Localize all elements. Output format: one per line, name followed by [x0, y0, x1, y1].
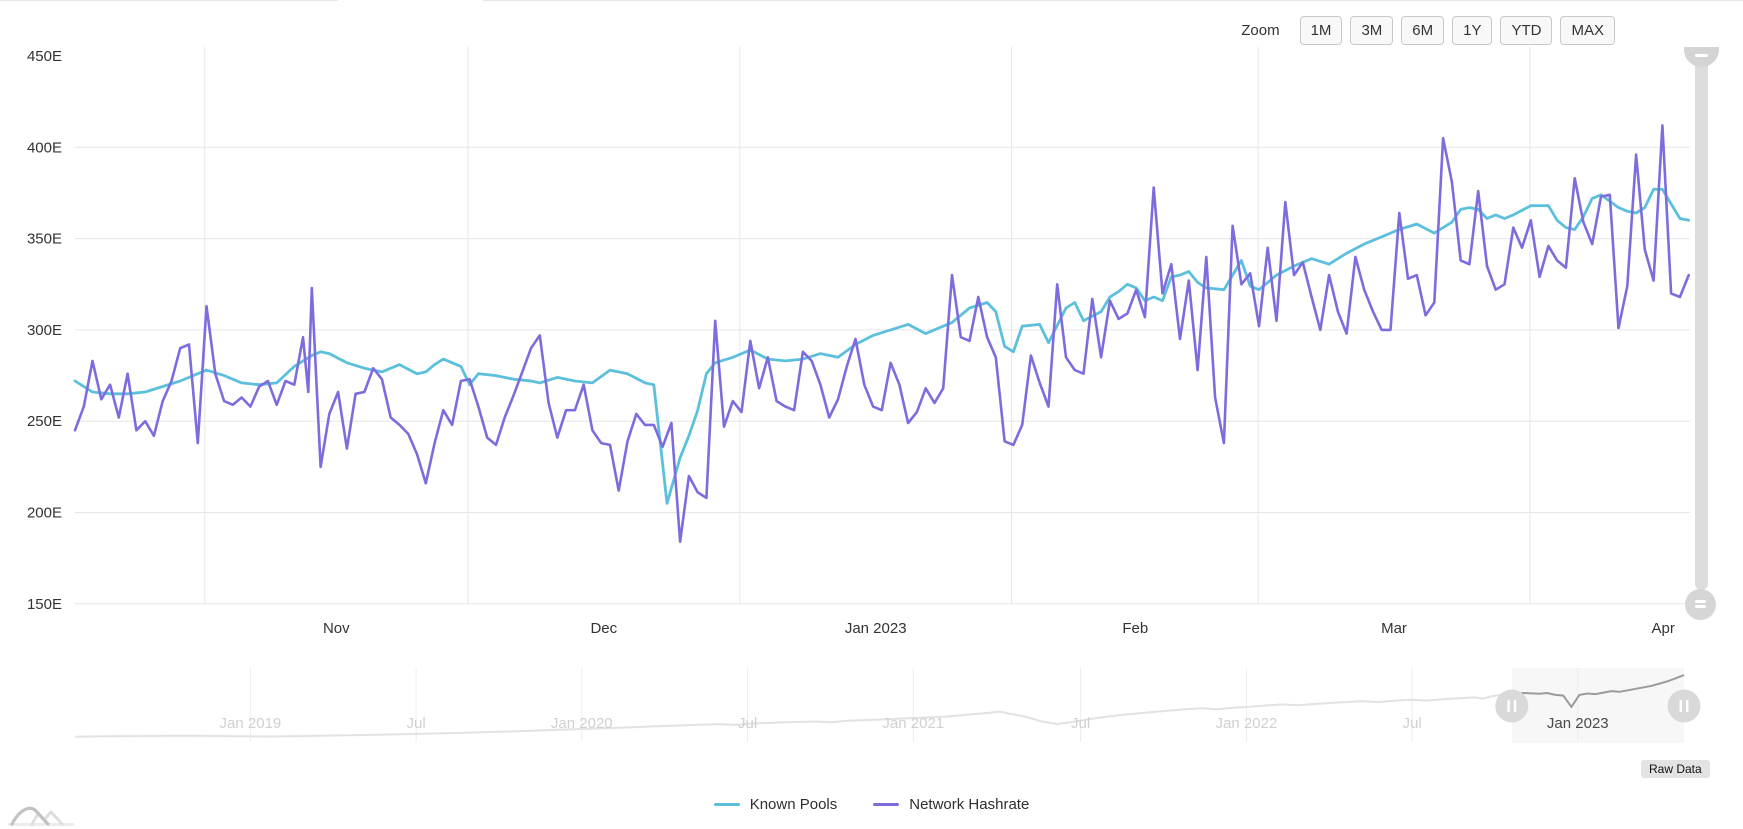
navigator-label: Jan 2023 [1547, 715, 1609, 732]
navigator-label: Jul [738, 715, 757, 732]
zoom-button-6m[interactable]: 6M [1401, 16, 1445, 45]
legend-item-network-hashrate[interactable]: Network Hashrate [873, 796, 1029, 813]
navigator-handle-circle [1667, 689, 1701, 723]
y-scrollbar-cap-grip [1695, 54, 1708, 57]
x-axis-label: Jan 2023 [845, 620, 907, 637]
navigator-handle-left[interactable] [1495, 689, 1529, 723]
y-scrollbar-handle[interactable] [1685, 589, 1716, 620]
navigator-handle-right[interactable] [1667, 689, 1701, 723]
zoom-button-1y[interactable]: 1Y [1452, 16, 1493, 45]
x-axis-label: Feb [1122, 620, 1148, 637]
y-axis-label: 450E [27, 48, 62, 65]
zoom-label: Zoom [1241, 22, 1280, 39]
x-axis-label: Mar [1381, 620, 1407, 637]
logo-baseline [8, 823, 74, 826]
top-border-left [0, 0, 338, 1]
navigator-handle-circle [1495, 689, 1529, 723]
navigator-label: Jan 2022 [1216, 715, 1278, 732]
navigator-series-inside [1511, 674, 1685, 709]
y-scrollbar-track[interactable] [1695, 58, 1708, 590]
legend-label: Network Hashrate [909, 796, 1030, 813]
zoom-buttons: 1M 3M 6M 1Y YTD MAX [1292, 16, 1615, 45]
zoom-button-1m[interactable]: 1M [1299, 16, 1343, 45]
y-scrollbar-top-cap[interactable] [1684, 47, 1719, 67]
raw-data-button[interactable]: Raw Data [1641, 760, 1710, 778]
series-network-hashrate[interactable] [73, 124, 1690, 544]
y-axis-label: 400E [27, 139, 62, 156]
handle-grip-line [1686, 700, 1689, 712]
legend-label: Known Pools [749, 796, 838, 813]
y-scrollbar-grip-line [1695, 600, 1706, 603]
legend-swatch-network-hashrate [873, 803, 900, 806]
series-known-pools[interactable] [73, 187, 1691, 505]
zoom-button-ytd[interactable]: YTD [1500, 16, 1553, 45]
x-axis-label: Dec [590, 620, 617, 637]
y-axis-label: 150E [27, 596, 62, 613]
handle-grip-line [1507, 700, 1510, 712]
navigator-selected-range[interactable] [1511, 668, 1684, 743]
navigator-label: Jan 2019 [220, 715, 282, 732]
navigator-label: Jan 2020 [551, 715, 613, 732]
chart-legend: Known Pools Network Hashrate [0, 796, 1743, 813]
top-border-right [483, 0, 1743, 1]
y-axis-label: 250E [27, 413, 62, 430]
x-axis-label: Nov [323, 620, 350, 637]
navigator-label: Jul [407, 715, 426, 732]
legend-swatch-known-pools [713, 803, 740, 806]
zoom-button-3m[interactable]: 3M [1350, 16, 1394, 45]
navigator-label: Jul [1403, 715, 1422, 732]
zoom-toolbar: Zoom 1M 3M 6M 1Y YTD MAX [1241, 16, 1615, 45]
handle-grip-line [1679, 700, 1682, 712]
y-axis-label: 300E [27, 322, 62, 339]
navigator-label: Jan 2021 [882, 715, 944, 732]
legend-item-known-pools[interactable]: Known Pools [713, 796, 838, 813]
x-axis-label: Apr [1652, 620, 1675, 637]
y-axis-label: 350E [27, 231, 62, 248]
navigator-label: Jul [1071, 715, 1090, 732]
logo [8, 806, 74, 826]
y-scrollbar-grip-line [1695, 605, 1706, 608]
navigator-series-outside [74, 693, 1512, 738]
handle-grip-line [1513, 700, 1517, 712]
y-axis-label: 200E [27, 505, 62, 522]
logo-hill [10, 806, 50, 826]
zoom-button-max[interactable]: MAX [1560, 16, 1615, 45]
